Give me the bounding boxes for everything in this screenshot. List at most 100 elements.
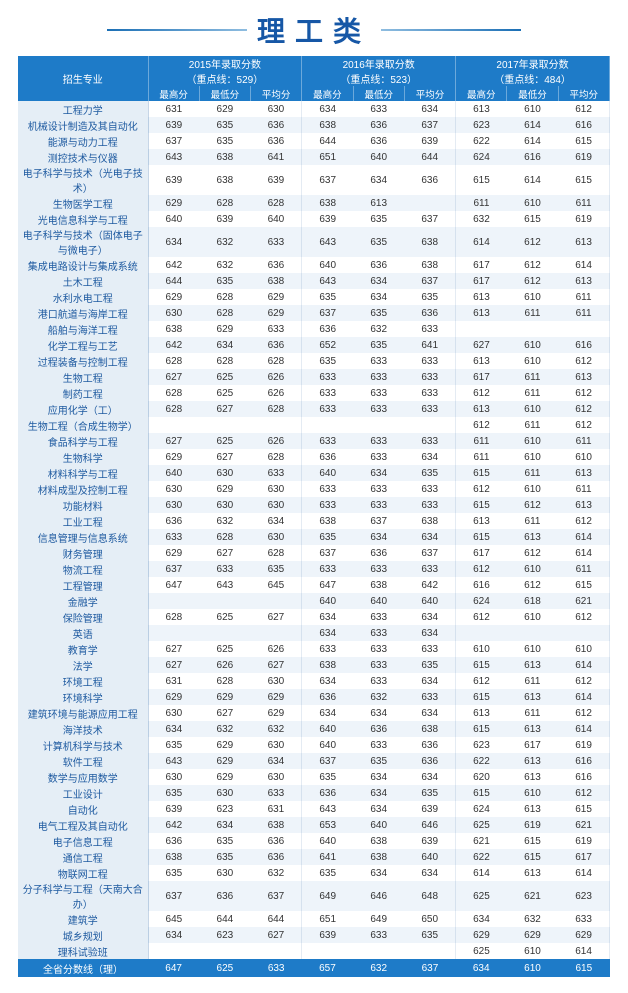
cell-score: 638 bbox=[251, 273, 302, 289]
cell-major: 数学与应用数学 bbox=[18, 769, 148, 785]
cell-score: 653 bbox=[302, 817, 353, 833]
cell-score: 633 bbox=[302, 561, 353, 577]
cell-major: 过程装备与控制工程 bbox=[18, 353, 148, 369]
cell-score: 638 bbox=[302, 513, 353, 529]
cell-score: 621 bbox=[558, 817, 609, 833]
table-row: 应用化学（工）628627628633633633613610612 bbox=[18, 401, 610, 417]
cell-score: 636 bbox=[251, 117, 302, 133]
cell-score: 638 bbox=[302, 117, 353, 133]
cell-score: 628 bbox=[199, 305, 250, 321]
cell-score: 616 bbox=[558, 337, 609, 353]
cell-score: 633 bbox=[302, 497, 353, 513]
cell-score: 633 bbox=[353, 641, 404, 657]
cell-score: 634 bbox=[456, 911, 507, 927]
cell-score bbox=[148, 625, 199, 641]
cell-score: 629 bbox=[456, 927, 507, 943]
table-row: 计算机科学与技术635629630640633636623617619 bbox=[18, 737, 610, 753]
cell-score: 637 bbox=[302, 753, 353, 769]
cell-score: 630 bbox=[199, 465, 250, 481]
cell-major: 工程管理 bbox=[18, 577, 148, 593]
cell-score: 615 bbox=[507, 833, 558, 849]
cell-score: 613 bbox=[507, 753, 558, 769]
cell-score: 613 bbox=[558, 369, 609, 385]
table-row: 工业工程636632634638637638613611612 bbox=[18, 513, 610, 529]
cell-score: 614 bbox=[456, 865, 507, 881]
cell-score: 633 bbox=[353, 433, 404, 449]
subcol-avg: 平均分 bbox=[558, 86, 609, 101]
cell-score: 633 bbox=[251, 321, 302, 337]
cell-score bbox=[404, 417, 455, 433]
cell-score: 615 bbox=[456, 689, 507, 705]
cell-score: 640 bbox=[148, 465, 199, 481]
cell-score: 613 bbox=[507, 801, 558, 817]
cell-score: 633 bbox=[251, 227, 302, 257]
cell-score: 634 bbox=[302, 625, 353, 641]
cell-score: 627 bbox=[148, 641, 199, 657]
cell-score: 636 bbox=[302, 785, 353, 801]
cell-score: 613 bbox=[507, 657, 558, 673]
cell-score: 610 bbox=[507, 609, 558, 625]
cell-score: 651 bbox=[302, 911, 353, 927]
cell-major: 功能材料 bbox=[18, 497, 148, 513]
cell-score: 629 bbox=[199, 737, 250, 753]
table-row: 信息管理与信息系统633628630635634634615613614 bbox=[18, 529, 610, 545]
cell-score: 633 bbox=[404, 689, 455, 705]
table-row: 能源与动力工程637635636644636639622614615 bbox=[18, 133, 610, 149]
cell-score: 613 bbox=[456, 401, 507, 417]
cell-score: 634 bbox=[302, 673, 353, 689]
cell-score: 635 bbox=[148, 737, 199, 753]
table-row: 财务管理629627628637636637617612614 bbox=[18, 545, 610, 561]
cell-score: 612 bbox=[456, 561, 507, 577]
col-year-2017: 2017年录取分数 （重点线：484） bbox=[456, 56, 610, 86]
cell-score: 638 bbox=[404, 227, 455, 257]
table-row: 电气工程及其自动化642634638653640646625619621 bbox=[18, 817, 610, 833]
summary-score: 647 bbox=[148, 959, 199, 977]
page-title: 理工类 bbox=[257, 10, 371, 50]
cell-score: 638 bbox=[353, 849, 404, 865]
cell-score: 635 bbox=[404, 465, 455, 481]
cell-major: 土木工程 bbox=[18, 273, 148, 289]
cell-score: 610 bbox=[558, 641, 609, 657]
cell-score: 617 bbox=[507, 737, 558, 753]
cell-score: 643 bbox=[148, 149, 199, 165]
cell-score: 633 bbox=[353, 609, 404, 625]
cell-score: 638 bbox=[199, 165, 250, 195]
cell-score: 635 bbox=[199, 849, 250, 865]
cell-score: 629 bbox=[251, 689, 302, 705]
cell-score: 615 bbox=[456, 657, 507, 673]
cell-score: 627 bbox=[251, 657, 302, 673]
cell-score: 611 bbox=[456, 449, 507, 465]
cell-score: 615 bbox=[507, 211, 558, 227]
cell-major: 应用化学（工） bbox=[18, 401, 148, 417]
cell-score: 636 bbox=[353, 545, 404, 561]
cell-score: 625 bbox=[199, 641, 250, 657]
cell-score bbox=[558, 321, 609, 337]
cell-score: 644 bbox=[302, 133, 353, 149]
subcol-max: 最高分 bbox=[148, 86, 199, 101]
cell-major: 生物医学工程 bbox=[18, 195, 148, 211]
cell-score: 635 bbox=[199, 833, 250, 849]
table-row: 集成电路设计与集成系统642632636640636638617612614 bbox=[18, 257, 610, 273]
cell-score: 629 bbox=[199, 321, 250, 337]
year-label: 2015年录取分数 bbox=[149, 56, 302, 71]
cell-score: 628 bbox=[148, 401, 199, 417]
cell-score: 634 bbox=[404, 101, 455, 117]
cell-score: 614 bbox=[507, 133, 558, 149]
score-table: 招生专业 2015年录取分数 （重点线：529） 2016年录取分数 （重点线：… bbox=[18, 56, 610, 977]
summary-score: 657 bbox=[302, 959, 353, 977]
table-row: 水利水电工程629628629635634635613610611 bbox=[18, 289, 610, 305]
cell-score: 628 bbox=[251, 449, 302, 465]
cell-major: 制药工程 bbox=[18, 385, 148, 401]
cell-score: 640 bbox=[353, 149, 404, 165]
cell-score: 623 bbox=[456, 737, 507, 753]
cell-score: 633 bbox=[353, 401, 404, 417]
cell-score: 636 bbox=[251, 133, 302, 149]
cell-major: 电子信息工程 bbox=[18, 833, 148, 849]
cell-score: 619 bbox=[558, 833, 609, 849]
cell-major: 工程力学 bbox=[18, 101, 148, 117]
cell-score: 639 bbox=[302, 211, 353, 227]
cell-score: 637 bbox=[404, 117, 455, 133]
cell-score: 634 bbox=[199, 817, 250, 833]
cell-score: 636 bbox=[404, 753, 455, 769]
cell-score: 614 bbox=[558, 943, 609, 959]
